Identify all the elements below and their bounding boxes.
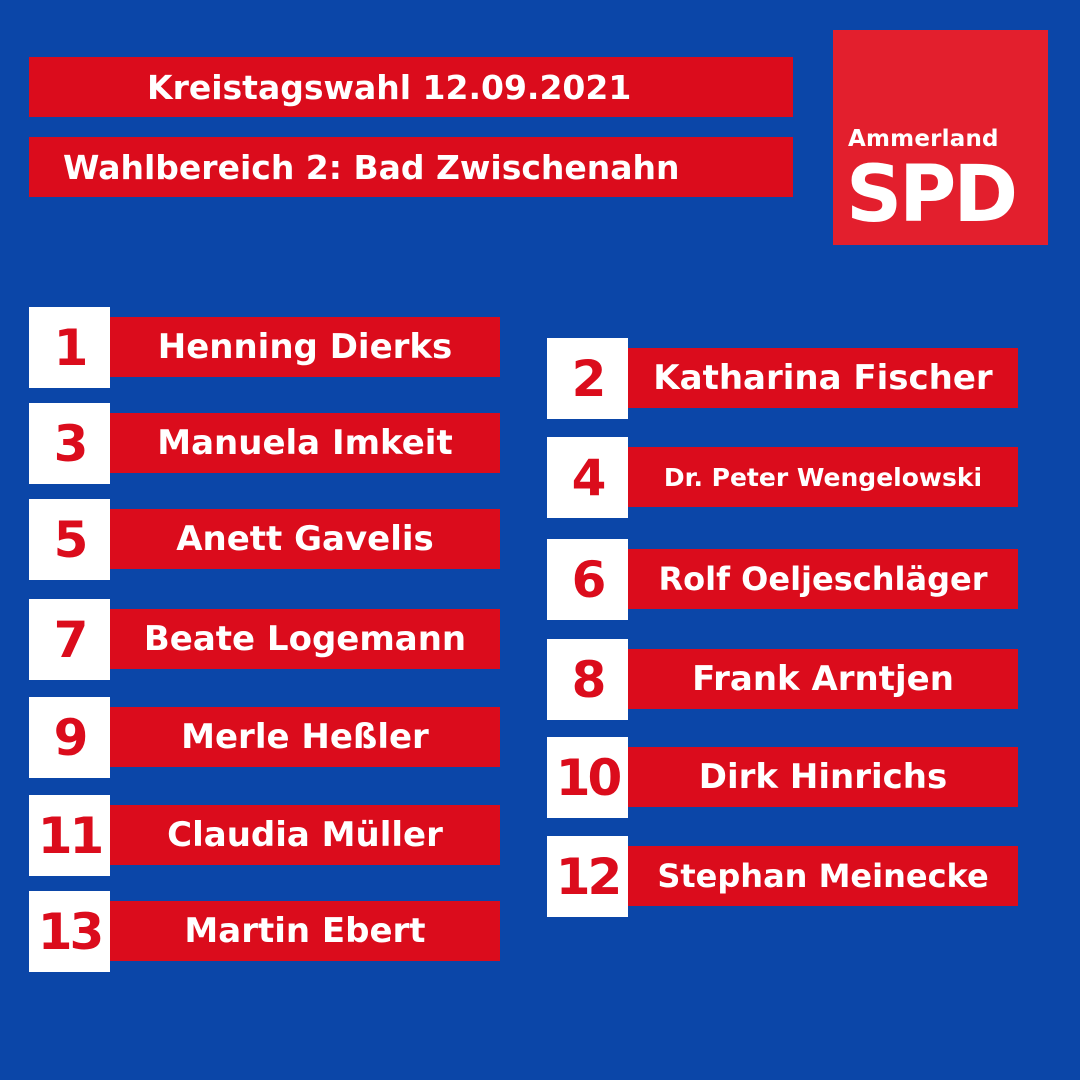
candidate-name: Anett Gavelis xyxy=(110,509,500,569)
candidate-number: 8 xyxy=(547,639,628,720)
candidate-number: 13 xyxy=(29,891,110,972)
candidate-name: Katharina Fischer xyxy=(628,348,1018,408)
candidate-number: 6 xyxy=(547,539,628,620)
candidate-name: Beate Logemann xyxy=(110,609,500,669)
candidate-name: Manuela Imkeit xyxy=(110,413,500,473)
candidate-number: 10 xyxy=(547,737,628,818)
candidate-number: 9 xyxy=(29,697,110,778)
district-title: Wahlbereich 2: Bad Zwischenahn xyxy=(29,137,793,197)
logo-party-label: SPD xyxy=(846,150,1018,240)
candidate-name: Claudia Müller xyxy=(110,805,500,865)
spd-logo: Ammerland SPD xyxy=(833,30,1048,245)
candidate-number: 5 xyxy=(29,499,110,580)
candidate-number: 1 xyxy=(29,307,110,388)
candidate-name: Rolf Oeljeschläger xyxy=(628,549,1018,609)
candidate-name: Merle Heßler xyxy=(110,707,500,767)
candidate-name: Henning Dierks xyxy=(110,317,500,377)
election-title: Kreistagswahl 12.09.2021 xyxy=(29,57,793,117)
candidate-number: 3 xyxy=(29,403,110,484)
candidate-name: Martin Ebert xyxy=(110,901,500,961)
candidate-number: 7 xyxy=(29,599,110,680)
candidate-number: 11 xyxy=(29,795,110,876)
candidate-number: 12 xyxy=(547,836,628,917)
candidate-name: Dirk Hinrichs xyxy=(628,747,1018,807)
candidate-name: Frank Arntjen xyxy=(628,649,1018,709)
candidate-name: Stephan Meinecke xyxy=(628,846,1018,906)
candidate-name: Dr. Peter Wengelowski xyxy=(628,447,1018,507)
logo-region-label: Ammerland xyxy=(848,126,999,152)
candidate-number: 2 xyxy=(547,338,628,419)
candidate-number: 4 xyxy=(547,437,628,518)
